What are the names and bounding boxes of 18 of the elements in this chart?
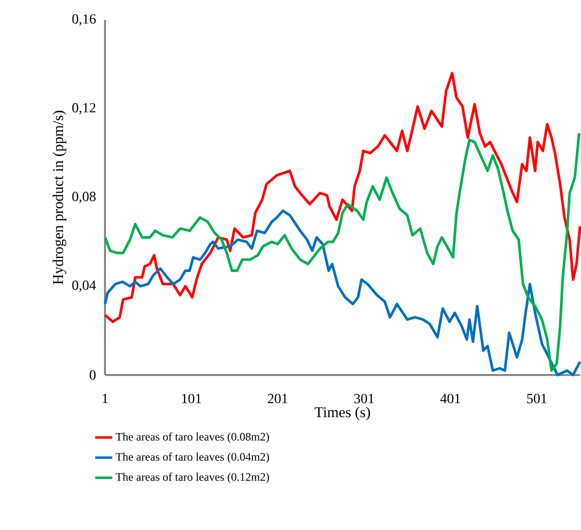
x-tick-label: 101 bbox=[182, 394, 201, 404]
y-tick-label: 0 bbox=[90, 370, 96, 380]
y-tick-label: 0,04 bbox=[72, 280, 96, 292]
line-series bbox=[104, 132, 580, 372]
legend-label: The areas of taro leaves (0.08m2) bbox=[116, 432, 270, 443]
x-tick-label: 501 bbox=[527, 394, 546, 404]
x-tick-label: 401 bbox=[440, 394, 460, 404]
x-tick-label: 301 bbox=[354, 394, 374, 404]
legend-label: The areas of taro leaves (0.04m2) bbox=[116, 452, 270, 464]
x-tick-label: 201 bbox=[268, 394, 288, 404]
x-tick-label: 1 bbox=[102, 394, 108, 404]
line-series bbox=[104, 72, 581, 324]
y-axis-title: Hydrogen product in (ppm/s) bbox=[52, 110, 66, 284]
x-axis-title: Times (s) bbox=[314, 406, 370, 420]
y-tick-label: 0,08 bbox=[72, 192, 96, 204]
y-tick-label: 0,16 bbox=[72, 14, 96, 26]
legend-label: The areas of taro leaves (0.12m2) bbox=[116, 472, 270, 484]
y-tick-label: 0,12 bbox=[72, 103, 96, 114]
